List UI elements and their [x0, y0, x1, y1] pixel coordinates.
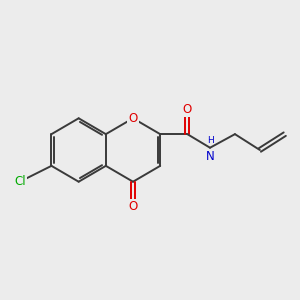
Text: O: O — [128, 112, 138, 125]
Text: O: O — [183, 103, 192, 116]
Text: Cl: Cl — [14, 175, 26, 188]
Text: H: H — [207, 136, 213, 146]
Text: O: O — [128, 200, 138, 213]
Text: N: N — [206, 150, 214, 163]
